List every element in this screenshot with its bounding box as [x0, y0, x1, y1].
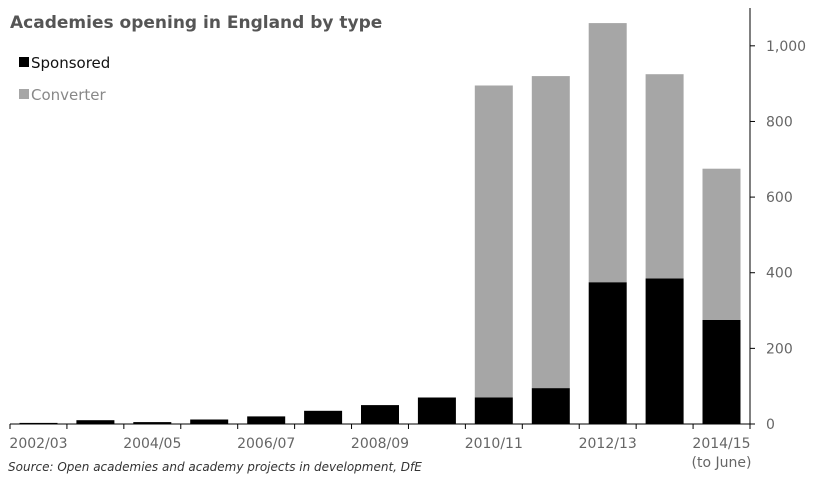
bar-sponsored-2014-15 — [702, 320, 741, 424]
bar-sponsored-2004-05 — [133, 422, 172, 424]
y-tick-label: 0 — [766, 417, 775, 433]
y-tick-label: 200 — [766, 341, 793, 357]
bar-sponsored-2008-09 — [361, 405, 399, 424]
bar-sponsored-2006-07 — [247, 416, 286, 424]
bar-converter-2013-14 — [645, 74, 684, 279]
x-tick-sublabel: (to June) — [692, 455, 752, 471]
y-tick-label: 1,000 — [766, 39, 806, 55]
x-tick-label: 2006/07 — [237, 436, 295, 452]
x-tick-label: 2010/11 — [465, 436, 523, 452]
bar-sponsored-2002-03 — [19, 422, 58, 424]
y-tick-label: 600 — [766, 190, 793, 206]
bar-sponsored-2007-08 — [304, 410, 343, 424]
bars — [19, 23, 741, 424]
x-tick-label: 2004/05 — [123, 436, 181, 452]
legend-swatch-converter — [19, 89, 29, 99]
bar-sponsored-2005-06 — [190, 419, 229, 424]
bar-sponsored-2009-10 — [417, 397, 456, 424]
bar-sponsored-2012-13 — [588, 282, 627, 424]
bar-converter-2011-12 — [531, 76, 570, 389]
bar-sponsored-2003-04 — [76, 420, 115, 424]
x-tick-label: 2014/15 — [692, 436, 750, 452]
bar-sponsored-2013-14 — [645, 278, 684, 424]
legend-swatch-sponsored — [19, 57, 29, 67]
y-tick-label: 400 — [766, 266, 793, 282]
x-tick-label: 2012/13 — [579, 436, 637, 452]
bar-converter-2012-13 — [588, 23, 627, 283]
source-note: Source: Open academies and academy proje… — [8, 460, 422, 474]
bar-converter-2010-11 — [474, 85, 513, 398]
bar-sponsored-2010-11 — [474, 397, 513, 424]
legend: Sponsored Converter — [19, 54, 110, 104]
x-ticks: 2002/03 2004/05 2006/07 2008/09 2010/11 2012/… — [9, 424, 751, 471]
x-tick-label: 2002/03 — [9, 436, 67, 452]
y-tick-label: 800 — [766, 115, 793, 131]
x-tick-label: 2008/09 — [351, 436, 409, 452]
bar-sponsored-2011-12 — [531, 388, 570, 424]
legend-label-sponsored: Sponsored — [31, 54, 110, 72]
legend-label-converter: Converter — [31, 86, 107, 104]
chart-title: Academies opening in England by type — [10, 13, 382, 33]
bar-converter-2014-15 — [702, 168, 741, 320]
y-ticks: 0 200 400 600 800 1,000 — [750, 39, 806, 433]
